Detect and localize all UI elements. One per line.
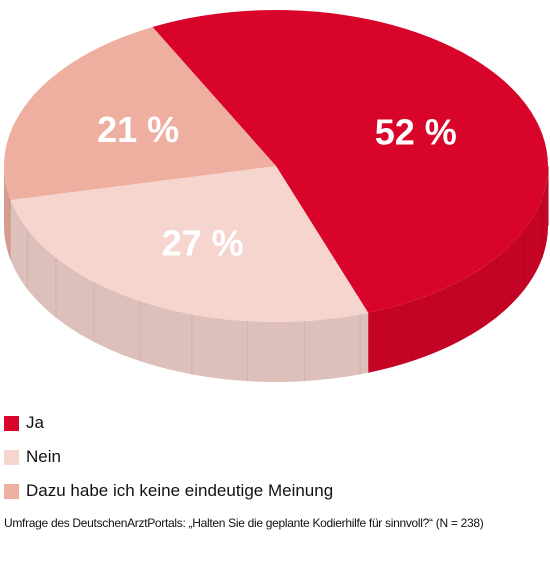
legend-label: Nein <box>26 447 61 466</box>
data-label-keine-meinung: 21 % <box>97 109 179 150</box>
pie-slice-ja <box>152 10 548 313</box>
data-label-ja: 52 % <box>375 111 457 152</box>
pie-side-ja <box>368 166 548 373</box>
legend-label: Ja <box>26 413 44 432</box>
pie-chart: 52 % 27 % 21 % <box>3 10 549 382</box>
legend-item-ja: Ja <box>4 406 333 440</box>
pie-side-nein <box>10 200 369 382</box>
legend-item-keine-meinung: Dazu habe ich keine eindeutige Meinung <box>4 474 333 508</box>
source-note: Umfrage des DeutschenArztPortals: „Halte… <box>4 516 484 530</box>
data-label-nein: 27 % <box>162 223 244 264</box>
legend-swatch-nein <box>4 449 19 465</box>
legend-swatch-keine-meinung <box>4 483 19 499</box>
legend-item-nein: Nein <box>4 440 333 474</box>
legend: Ja Nein Dazu habe ich keine eindeutige M… <box>4 406 333 508</box>
pie-slice-nein <box>10 166 369 322</box>
legend-label: Dazu habe ich keine eindeutige Meinung <box>26 481 334 500</box>
pie-side-keine-meinung <box>4 166 11 261</box>
legend-swatch-ja <box>4 415 19 431</box>
pie-slice-keine-meinung <box>3 27 276 201</box>
